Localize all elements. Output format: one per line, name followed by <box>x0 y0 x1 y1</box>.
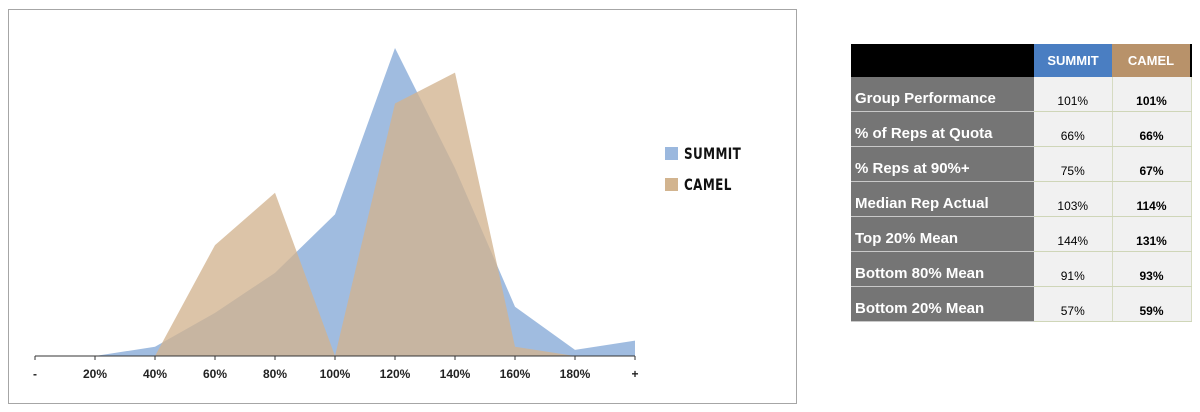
camel-value: 66% <box>1112 111 1192 147</box>
legend-item-summit: SUMMIT <box>665 144 760 163</box>
x-tick-label: 40% <box>143 367 167 381</box>
legend-swatch-camel <box>665 178 678 191</box>
row-label: Median Rep Actual <box>851 181 1034 217</box>
legend-swatch-summit <box>665 147 678 160</box>
table-row: Bottom 80% Mean 91% 93% <box>851 251 1192 287</box>
summit-value: 75% <box>1034 146 1113 182</box>
x-tick-label: 80% <box>263 367 287 381</box>
camel-value: 93% <box>1112 251 1192 287</box>
x-tick-label: 20% <box>83 367 107 381</box>
row-label: Bottom 80% Mean <box>851 251 1034 287</box>
camel-value: 131% <box>1112 216 1192 252</box>
row-label-text: Median Rep Actual <box>855 195 989 212</box>
summit-value: 66% <box>1034 111 1113 147</box>
row-label-text: Bottom 80% Mean <box>855 265 985 282</box>
camel-value: 59% <box>1112 286 1192 322</box>
row-label-text: % of Reps at Quota <box>855 125 993 142</box>
row-label: Top 20% Mean <box>851 216 1034 252</box>
table-row: Bottom 20% Mean 57% 59% <box>851 286 1192 322</box>
legend-label-camel: CAMEL <box>684 175 732 194</box>
summit-value: 91% <box>1034 251 1113 287</box>
x-tick-label: 100% <box>320 367 351 381</box>
row-label-text: Top 20% Mean <box>855 230 959 247</box>
row-label-text: % Reps at 90%+ <box>855 160 970 177</box>
table-row: Median Rep Actual 103% 114% <box>851 181 1192 217</box>
table-row: % Reps at 90%+ 75% 67% <box>851 146 1192 182</box>
x-tick-label: 140% <box>440 367 471 381</box>
table-row: Top 20% Mean 144% 131% <box>851 216 1192 252</box>
comparison-table: SUMMIT CAMEL Group Performance 101% 101%… <box>851 44 1192 322</box>
row-label: % of Reps at Quota <box>851 111 1034 147</box>
series-area-summit <box>35 48 635 356</box>
table-row: % of Reps at Quota 66% 66% <box>851 111 1192 147</box>
row-label: % Reps at 90%+ <box>851 146 1034 182</box>
summit-value: 101% <box>1034 77 1113 112</box>
x-tick-label: 180% <box>560 367 591 381</box>
summit-value: 103% <box>1034 181 1113 217</box>
summit-value: 57% <box>1034 286 1113 322</box>
x-tick-label: 120% <box>380 367 411 381</box>
x-tick-label: + <box>631 367 638 381</box>
table-header-camel: CAMEL <box>1112 44 1192 77</box>
table-body: Group Performance 101% 101% % of Reps at… <box>851 77 1192 322</box>
table-header-blank <box>851 44 1034 77</box>
distribution-chart: - 20% 40% 60% 80% 100% 120% 140% 160% 180% + <box>33 48 639 381</box>
table-header-summit: SUMMIT <box>1034 44 1112 77</box>
x-tick-label: - <box>33 367 37 381</box>
camel-value: 114% <box>1112 181 1192 217</box>
legend-label-summit: SUMMIT <box>684 144 742 163</box>
x-tick-label: 60% <box>203 367 227 381</box>
summit-value: 144% <box>1034 216 1113 252</box>
row-label-text: Group Performance <box>855 90 996 107</box>
camel-value: 67% <box>1112 146 1192 182</box>
camel-value: 101% <box>1112 77 1192 112</box>
x-tick-label: 160% <box>500 367 531 381</box>
series-area-camel <box>35 72 635 356</box>
row-label-text: Bottom 20% Mean <box>855 300 985 317</box>
legend-item-camel: CAMEL <box>665 175 748 194</box>
table-row: Group Performance 101% 101% <box>851 77 1192 112</box>
table-header-row: SUMMIT CAMEL <box>851 44 1192 77</box>
row-label: Group Performance <box>851 77 1034 112</box>
row-label: Bottom 20% Mean <box>851 286 1034 322</box>
chart-area: - 20% 40% 60% 80% 100% 120% 140% 160% 180% + <box>8 9 797 404</box>
